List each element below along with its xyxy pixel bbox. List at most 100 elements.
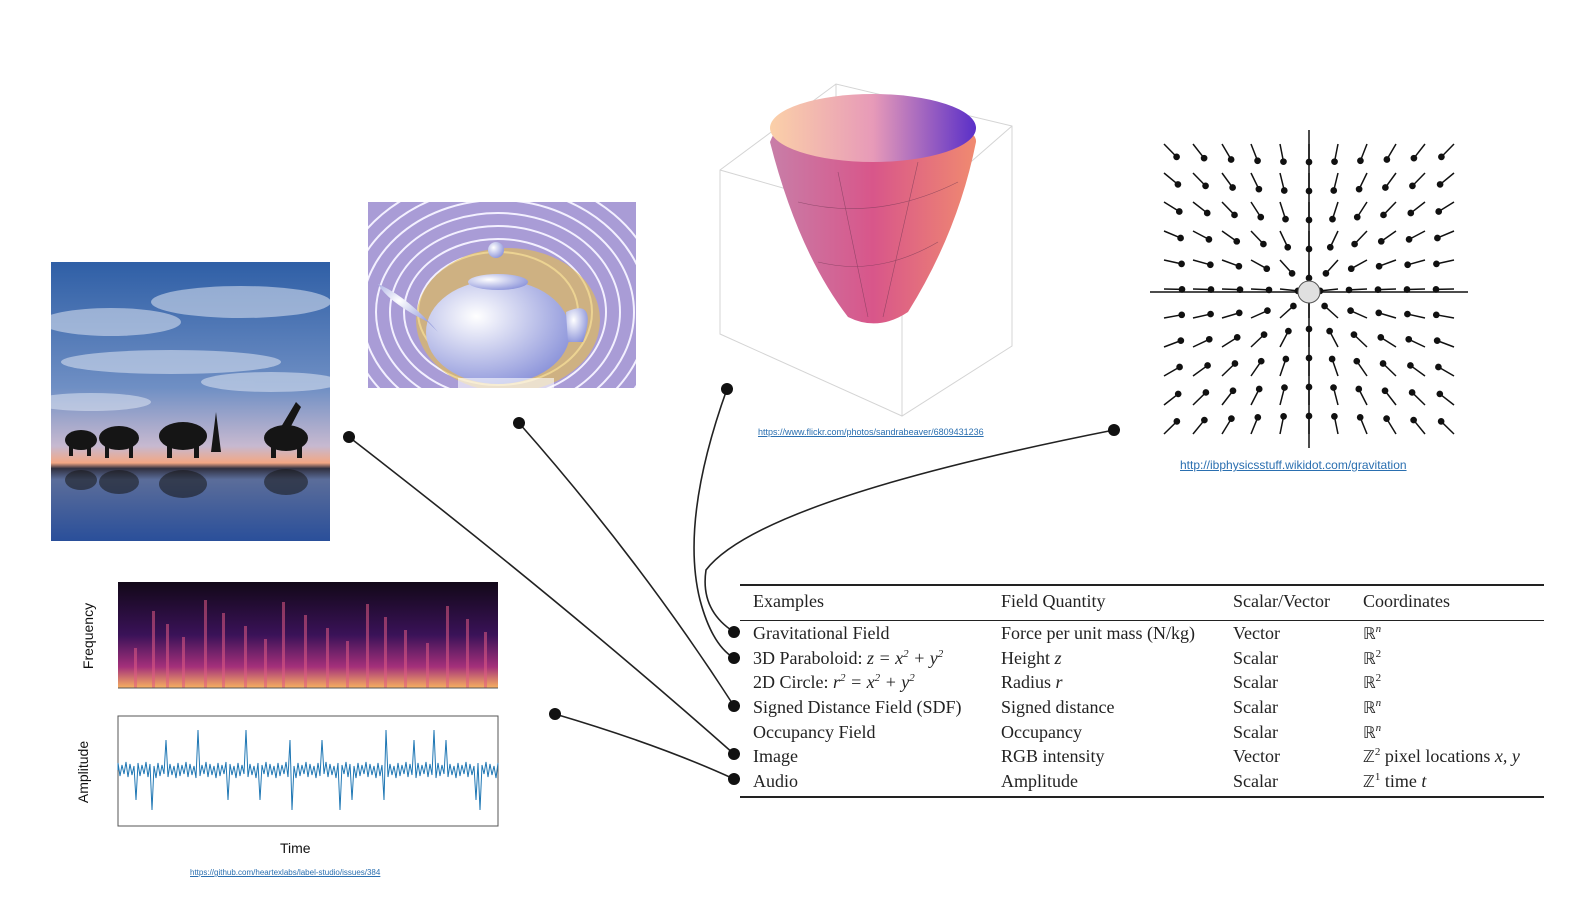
cell-coordinates: ℝn bbox=[1363, 721, 1382, 742]
connector-dot-teapot-src bbox=[513, 417, 525, 429]
field-arrow-head bbox=[1377, 237, 1385, 245]
spectrogram-burst bbox=[384, 617, 387, 688]
gravitation-source-link[interactable]: http://ibphysicsstuff.wikidot.com/gravit… bbox=[1180, 458, 1407, 472]
field-arrow-head bbox=[1201, 416, 1208, 424]
spectrogram-burst bbox=[244, 626, 247, 688]
field-arrow-head bbox=[1207, 261, 1214, 269]
field-arrow-head bbox=[1254, 413, 1262, 421]
spectrogram-burst bbox=[446, 606, 449, 688]
field-arrow-head bbox=[1254, 157, 1261, 165]
field-arrow-head bbox=[1280, 413, 1287, 420]
cell-coordinates: ℤ2 pixel locations x, y bbox=[1363, 746, 1520, 767]
field-arrow-head bbox=[1436, 181, 1444, 188]
cell-example: Gravitational Field bbox=[753, 622, 890, 643]
field-arrow-head bbox=[1205, 335, 1213, 343]
field-arrow-head bbox=[1408, 389, 1416, 396]
connector-elephants bbox=[348, 436, 735, 755]
field-arrow-head bbox=[1405, 236, 1413, 243]
example-text: 3D Paraboloid: bbox=[753, 647, 867, 668]
field-arrow-head bbox=[1355, 185, 1363, 193]
connector-paraboloid bbox=[693, 388, 735, 659]
connector-dot-audio-src bbox=[549, 708, 561, 720]
field-arrow-head bbox=[1231, 211, 1238, 219]
spectrogram-burst bbox=[166, 624, 169, 688]
cell-type: Scalar bbox=[1233, 672, 1278, 693]
field-arrow-head bbox=[1438, 153, 1445, 161]
teapot-sdf-image bbox=[368, 202, 636, 388]
cell-example: Occupancy Field bbox=[753, 721, 876, 742]
spectrogram-burst bbox=[484, 632, 487, 688]
cell-coordinates: ℝn bbox=[1363, 696, 1382, 717]
field-arrow-head bbox=[1353, 357, 1361, 365]
field-arrow-head bbox=[1435, 363, 1442, 371]
field-arrow-head bbox=[1326, 243, 1334, 251]
field-arrow-head bbox=[1281, 384, 1288, 391]
field-arrow-head bbox=[1177, 234, 1184, 242]
table-dot-3 bbox=[728, 700, 740, 712]
field-arrow-head bbox=[1350, 331, 1358, 338]
example-math: z = x2 + y2 bbox=[867, 647, 944, 668]
field-arrow-head bbox=[1177, 337, 1185, 344]
field-arrow-head bbox=[1175, 208, 1183, 215]
spectrogram-plot bbox=[118, 582, 498, 689]
field-arrow-head bbox=[1383, 156, 1391, 163]
field-arrow-head bbox=[1347, 307, 1354, 314]
spectrogram-burst bbox=[366, 604, 369, 688]
connector-dot-paraboloid-src bbox=[721, 383, 733, 395]
audio-source-link[interactable]: https://github.com/heartexlabs/label-stu… bbox=[190, 868, 381, 877]
field-arrow-head bbox=[1255, 185, 1263, 193]
connector-dot-gravity-src bbox=[1108, 424, 1120, 436]
field-arrow-head bbox=[1257, 213, 1265, 221]
cell-quantity: Radius r bbox=[1001, 672, 1063, 693]
spectrogram-burst bbox=[222, 613, 225, 688]
connector-audio bbox=[554, 713, 735, 780]
field-arrow-head bbox=[1321, 302, 1328, 310]
cell-example: Image bbox=[753, 746, 798, 767]
field-arrow-head bbox=[1435, 208, 1443, 215]
spectrogram-burst bbox=[404, 630, 407, 688]
paraboloid-source-link[interactable]: https://www.flickr.com/photos/sandrabeav… bbox=[758, 427, 984, 437]
table-row: Occupancy Field Occupancy Scalar ℝn bbox=[740, 720, 1544, 745]
table-row: Gravitational Field Force per unit mass … bbox=[740, 621, 1544, 646]
spectrogram-burst bbox=[264, 639, 267, 688]
field-arrow-head bbox=[1174, 181, 1182, 188]
table-header-rule bbox=[740, 620, 1544, 621]
field-arrow-head bbox=[1410, 154, 1418, 162]
cell-example: Signed Distance Field (SDF) bbox=[753, 696, 962, 717]
field-arrow-head bbox=[1257, 357, 1265, 365]
example-math: r2 = x2 + y2 bbox=[832, 672, 915, 693]
field-arrow-head bbox=[1432, 311, 1440, 319]
table-dot-1 bbox=[728, 626, 740, 638]
cell-quantity: Force per unit mass (N/kg) bbox=[1001, 622, 1195, 643]
field-arrow-head bbox=[1173, 418, 1181, 425]
table-dot-5 bbox=[728, 773, 740, 785]
field-arrow-head bbox=[1284, 243, 1292, 251]
header-scalar-vector: Scalar/Vector bbox=[1233, 590, 1330, 611]
elephants-photo bbox=[51, 262, 330, 541]
table-dot-2 bbox=[728, 652, 740, 664]
spectrogram-burst bbox=[466, 619, 469, 688]
gravitational-field-plot bbox=[1150, 130, 1468, 448]
field-arrow-head bbox=[1282, 355, 1290, 363]
table-top-rule bbox=[740, 584, 1544, 586]
field-arrow-head bbox=[1437, 418, 1445, 425]
header-field-quantity: Field Quantity bbox=[1001, 590, 1106, 611]
field-arrow-head bbox=[1233, 334, 1241, 341]
spectrogram-burst bbox=[304, 615, 307, 688]
field-arrow-head bbox=[1282, 215, 1289, 223]
field-arrow-head bbox=[1174, 390, 1182, 398]
cell-quantity: Signed distance bbox=[1001, 696, 1115, 717]
cell-quantity: Height z bbox=[1001, 647, 1062, 668]
field-arrow-head bbox=[1202, 389, 1210, 396]
cell-coordinates: ℝn bbox=[1363, 623, 1543, 644]
field-arrows bbox=[1163, 143, 1455, 435]
field-arrow-head bbox=[1204, 362, 1211, 369]
cell-quantity: Occupancy bbox=[1001, 721, 1082, 742]
spectrogram-burst bbox=[326, 628, 329, 688]
cell-coordinates: ℝ2 bbox=[1363, 672, 1382, 693]
table-row: Image RGB intensity Vector ℤ2 pixel loca… bbox=[740, 744, 1544, 769]
spectrogram-burst bbox=[134, 648, 137, 688]
field-arrow-head bbox=[1434, 234, 1441, 242]
field-arrow-head bbox=[1409, 182, 1416, 190]
connector-teapot bbox=[518, 422, 735, 707]
